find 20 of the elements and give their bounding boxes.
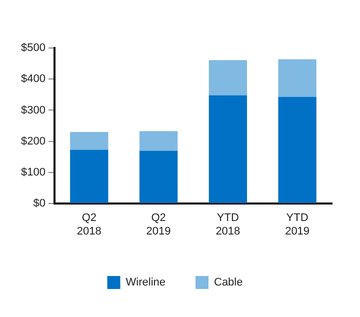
bar [278, 59, 316, 97]
y-tick-label: $0 [33, 198, 46, 210]
y-tick-label: $400 [20, 73, 46, 86]
bar [208, 60, 248, 96]
y-tick-label: $200 [20, 135, 46, 148]
x-tick-label: YTD 2019 [285, 212, 310, 238]
y-tick-label: $300 [20, 104, 46, 116]
x-tick-label: YTD 2018 [216, 212, 240, 238]
legend-label: Cable [214, 276, 243, 289]
bar [208, 95, 248, 204]
x-tick-label: Q2 2018 [76, 212, 102, 238]
legend-label: Wireline [126, 276, 166, 289]
bar [278, 96, 316, 204]
y-tick-label: $500 [20, 42, 46, 54]
bar [70, 150, 108, 204]
bar [139, 150, 178, 204]
bar [70, 132, 108, 150]
bar [139, 131, 178, 151]
x-tick-label: Q2 2019 [146, 212, 171, 238]
y-tick-label: $100 [20, 166, 46, 179]
